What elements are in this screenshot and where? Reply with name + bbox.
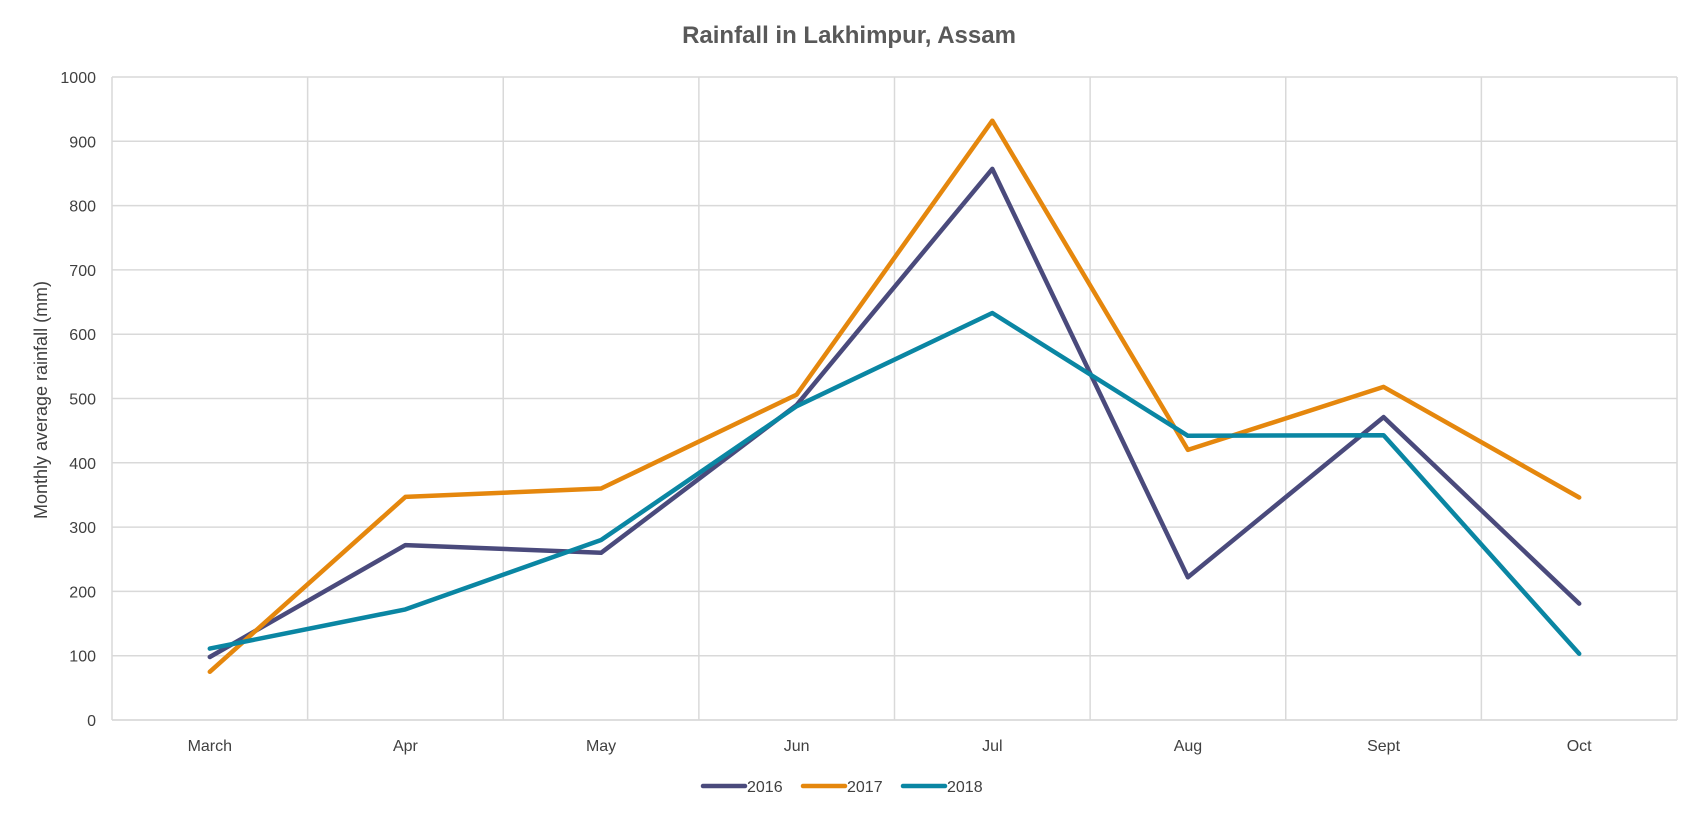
- legend-label-2016: 2016: [747, 779, 783, 796]
- x-tick-label: Jul: [982, 738, 1002, 755]
- x-tick-label: Sept: [1367, 738, 1400, 755]
- legend-label-2017: 2017: [847, 779, 883, 796]
- x-tick-label: May: [586, 738, 616, 755]
- x-tick-label: Oct: [1567, 738, 1592, 755]
- chart-title: Rainfall in Lakhimpur, Assam: [682, 22, 1016, 49]
- series-lines: [207, 118, 1582, 675]
- y-tick-label: 1000: [60, 70, 96, 87]
- y-tick-label: 400: [69, 456, 96, 473]
- x-tick-label: Aug: [1174, 738, 1202, 755]
- y-tick-label: 800: [69, 199, 96, 216]
- y-tick-label: 100: [69, 649, 96, 666]
- y-axis-label: Monthly average rainfall (mm): [31, 281, 51, 519]
- series-line-2018: [207, 310, 1582, 657]
- x-tick-label: Jun: [784, 738, 810, 755]
- x-tick-label: Apr: [393, 738, 419, 755]
- y-tick-label: 0: [87, 713, 96, 730]
- y-tick-label: 900: [69, 134, 96, 151]
- legend-label-2018: 2018: [947, 779, 983, 796]
- y-tick-label: 700: [69, 263, 96, 280]
- y-tick-label: 500: [69, 392, 96, 409]
- y-tick-labels: 0 100 200 300 400 500 600 700 800 900 1000: [60, 70, 96, 730]
- legend: 2016 2017 2018: [700, 779, 983, 796]
- series-line-2016: [207, 166, 1582, 660]
- y-tick-label: 200: [69, 584, 96, 601]
- x-tick-label: March: [188, 738, 232, 755]
- y-tick-label: 300: [69, 520, 96, 537]
- gridlines: [111, 76, 1678, 721]
- y-tick-label: 600: [69, 327, 96, 344]
- series-line-2017: [207, 118, 1582, 675]
- x-tick-labels: March Apr May Jun Jul Aug Sept Oct: [188, 738, 1593, 755]
